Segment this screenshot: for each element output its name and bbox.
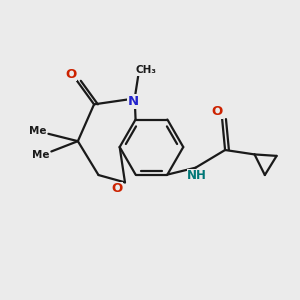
Text: O: O (65, 68, 77, 81)
Text: N: N (128, 95, 139, 108)
Text: CH₃: CH₃ (136, 65, 157, 76)
Text: Me: Me (29, 126, 47, 136)
Text: O: O (111, 182, 122, 195)
Text: O: O (211, 105, 223, 118)
Text: NH: NH (187, 169, 207, 182)
Text: Me: Me (32, 150, 50, 160)
